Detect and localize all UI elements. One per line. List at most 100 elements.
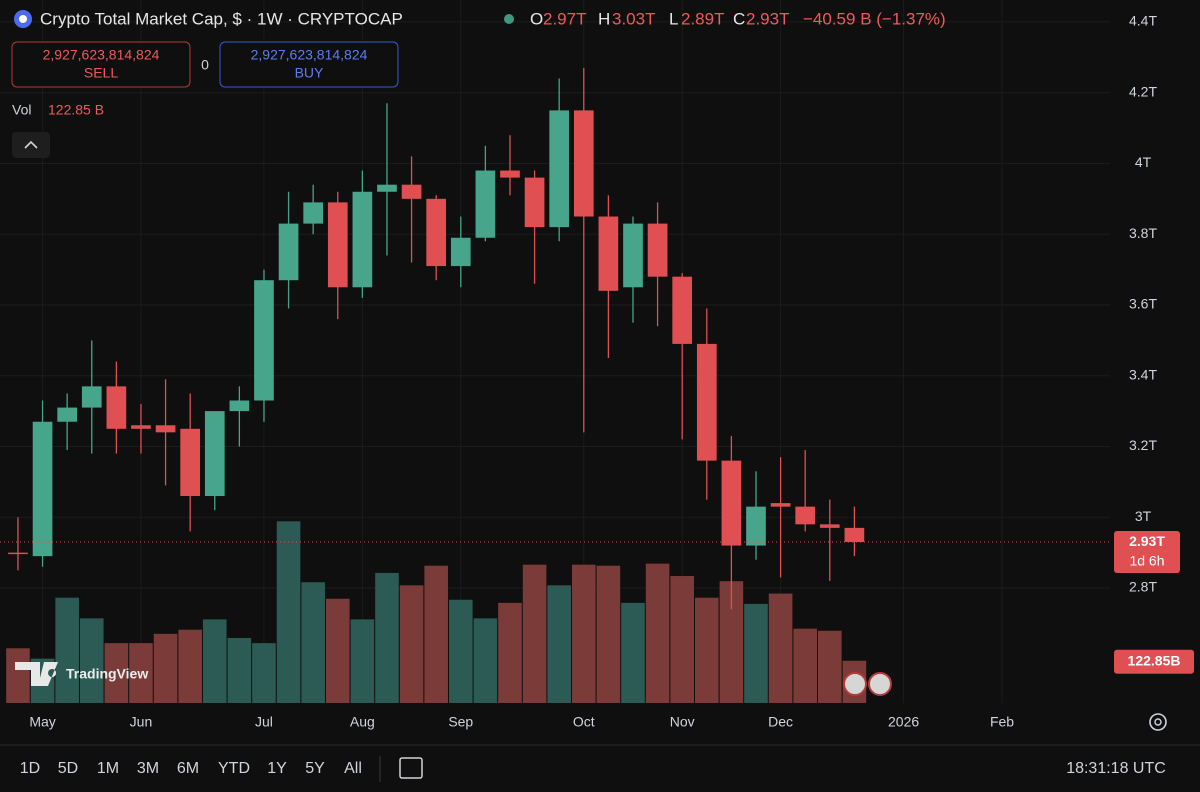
y-tick-label: 3T (1135, 508, 1152, 524)
volume-bar (547, 585, 571, 703)
candle-body (795, 506, 816, 525)
volume-bar (670, 576, 694, 703)
range-button[interactable]: 1D (20, 760, 40, 777)
volume-bar (621, 602, 645, 703)
volume-bar (744, 603, 768, 703)
candle-body (352, 191, 373, 288)
candle-body (672, 276, 693, 344)
ohlc-label: C (733, 9, 745, 28)
vol-value: 122.85 B (48, 102, 104, 118)
volume-bar (399, 585, 424, 703)
spread: 0 (201, 57, 209, 73)
sell-label: SELL (84, 65, 118, 81)
volume-bar (178, 629, 202, 703)
collapse-button[interactable] (12, 132, 50, 158)
y-tick-label: 4.4T (1129, 13, 1157, 29)
candle-body (180, 428, 201, 497)
volume-bar (276, 521, 301, 703)
candle-body (106, 386, 127, 429)
event-flag[interactable] (843, 672, 867, 696)
x-tick-label: Jun (130, 714, 153, 730)
range-button[interactable]: 6M (177, 760, 199, 777)
candle-body (500, 170, 520, 178)
candle-body (844, 527, 865, 543)
range-button[interactable]: 5D (58, 760, 78, 777)
volume-bar (498, 602, 522, 703)
candle-body (426, 198, 447, 267)
candle-body (524, 177, 545, 228)
settings-icon[interactable] (1149, 713, 1167, 731)
countdown: 1d 6h (1129, 553, 1164, 569)
range-button[interactable]: 1M (97, 760, 119, 777)
x-tick-label: May (29, 714, 55, 730)
ohlc-label: L (669, 9, 678, 28)
range-button[interactable]: YTD (218, 760, 250, 777)
volume-bar (227, 637, 252, 703)
event-flag[interactable] (868, 672, 892, 696)
candle-body (377, 184, 397, 192)
range-button[interactable]: 1Y (267, 760, 287, 777)
candle-body (131, 425, 151, 429)
y-tick-label: 4T (1135, 154, 1152, 170)
symbol-icon-inner (19, 15, 27, 23)
volume-bar (571, 564, 596, 703)
volume-bar (350, 619, 375, 703)
settings-icon-inner (1154, 718, 1162, 726)
volume-bar (768, 593, 793, 703)
range-button[interactable]: 3M (137, 760, 159, 777)
y-tick-label: 2.8T (1129, 579, 1157, 595)
volume-bar (424, 565, 448, 703)
watermark-logo (15, 662, 58, 686)
candle-body (303, 202, 324, 224)
volume-bar (6, 648, 30, 703)
volume-bar (522, 564, 547, 703)
watermark: TradingView (15, 662, 148, 686)
y-tick-label: 3.4T (1129, 366, 1157, 382)
candle-body (401, 184, 422, 199)
candle-body (721, 460, 742, 546)
volume-bar (817, 630, 842, 703)
volume-bar (202, 619, 227, 703)
range-button[interactable]: All (344, 760, 362, 777)
candle-body (8, 552, 28, 555)
candle-body (770, 503, 791, 507)
volume-bar (301, 582, 325, 703)
volume-bar (153, 633, 178, 703)
candle-body (254, 280, 274, 401)
y-tick-label: 3.2T (1129, 437, 1157, 453)
clock: 18:31:18 UTC (1066, 760, 1166, 777)
range-button[interactable]: 5Y (305, 760, 325, 777)
ohlc-label: O (530, 9, 543, 28)
candle-body (81, 386, 102, 408)
collapse-icon (24, 140, 38, 149)
candle-body (696, 343, 717, 461)
sell-button[interactable] (11, 41, 191, 88)
candle-body (229, 400, 250, 412)
y-tick-label: 3.6T (1129, 296, 1157, 312)
price-label-box (1114, 531, 1180, 574)
ohlc-value: 2.89T (681, 9, 724, 28)
date-range-icon[interactable] (399, 757, 423, 779)
volume-bar (694, 597, 719, 703)
volume-bar (793, 628, 817, 703)
symbol-title: Crypto Total Market Cap, $ · 1W · CRYPTO… (40, 9, 403, 28)
volume-bar (325, 598, 350, 703)
ohlc-value: 3.03T (612, 9, 655, 28)
volume-bar (375, 572, 399, 703)
volume-bar (55, 597, 79, 703)
volume-bar (448, 599, 473, 703)
volume-bar (79, 618, 104, 703)
volume-bar (129, 643, 153, 703)
ohlc-label: H (598, 9, 610, 28)
volume-bar (252, 643, 276, 703)
watermark-text: TradingView (66, 666, 148, 682)
candle-body (549, 110, 570, 228)
volume-label: 122.85B (1128, 652, 1181, 668)
candle-body (32, 421, 53, 557)
y-tick-label: 3.8T (1129, 225, 1157, 241)
buy-button[interactable] (219, 41, 399, 88)
sell-price: 2,927,623,814,824 (43, 47, 160, 63)
candle-body (819, 524, 840, 528)
volume-bar (596, 565, 621, 703)
